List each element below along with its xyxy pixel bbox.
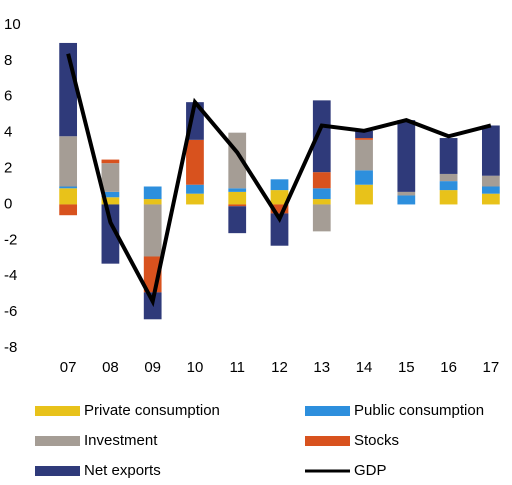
legend-swatch [35,406,80,416]
bar-segment [228,188,247,192]
bar-segment [228,204,247,207]
x-tick-label: 13 [313,359,330,376]
x-tick-label: 17 [483,359,500,376]
bar-segment [59,136,78,187]
x-tick-label: 09 [144,359,161,376]
x-tick-label: 10 [187,359,204,376]
y-tick-label: -2 [4,231,17,248]
bar-segment [312,188,331,200]
bar-segment [397,195,416,205]
bar-segment [59,186,78,189]
x-tick-label: 12 [271,359,288,376]
bar-segment [143,199,162,205]
x-tick-label: 07 [60,359,77,376]
x-tick-label: 08 [102,359,119,376]
bar-segment [355,170,373,185]
bar-segment [481,186,500,194]
bar-segment [439,138,458,174]
bar-segment [397,120,416,192]
bar-segment [101,197,120,205]
bar-segment [186,193,204,205]
bar-segment [355,130,373,139]
line [66,53,492,308]
bar-segment [143,186,162,200]
bar-segment [186,184,204,194]
x-tick-label: 16 [440,359,457,376]
bar-segment [397,191,416,196]
y-tick-label: 2 [4,160,12,177]
legend-label: GDP [354,462,387,479]
bar-segment [312,100,331,173]
bar-segment [186,139,204,185]
bar-segment [481,175,500,187]
legend-label: Net exports [84,462,161,479]
legend-swatch [35,466,80,476]
y-tick-label: -4 [4,267,17,284]
bar-segment [270,204,289,214]
legend-swatch [305,406,350,416]
bar-segment [228,191,247,205]
bar-segment [101,204,120,264]
bar-segment [481,193,500,205]
bar-segment [355,139,373,171]
legend-label: Private consumption [84,402,220,419]
bar-segment [439,181,458,191]
x-tick-label: 11 [229,359,245,376]
bar-segment [101,163,120,192]
bar-segment [143,204,162,257]
bar-segment [143,292,162,320]
legend-label: Investment [84,432,158,449]
bar-segment [101,159,120,164]
bar-segment [270,179,289,191]
legend-label: Public consumption [354,402,484,419]
x-tick-label: 15 [398,359,415,376]
y-tick-label: 0 [4,195,12,212]
bar-segment [59,188,78,205]
y-tick-label: 6 [4,88,12,105]
bar-segment [312,199,331,205]
x-tick-label: 14 [356,359,373,376]
bar-segment [101,191,120,198]
bar-segment [270,190,289,205]
legend-swatch [305,436,350,446]
bar-segment [355,138,373,140]
y-tick-label: 4 [4,124,12,141]
y-tick-label: -8 [4,339,17,356]
y-tick-label: 8 [4,52,12,69]
bar-segment [270,213,289,246]
bar-segment [439,190,458,205]
bar-segment [355,184,373,205]
bar-segment [228,206,247,234]
bar-segment [59,204,78,216]
legend-swatch [35,436,80,446]
legend-label: Stocks [354,432,399,449]
bar-segment [312,204,331,232]
bar-segment [439,173,458,182]
bar-segment [481,125,500,176]
y-tick-label: 10 [4,16,21,33]
bar-segment [312,172,331,189]
y-tick-label: -6 [4,303,17,320]
